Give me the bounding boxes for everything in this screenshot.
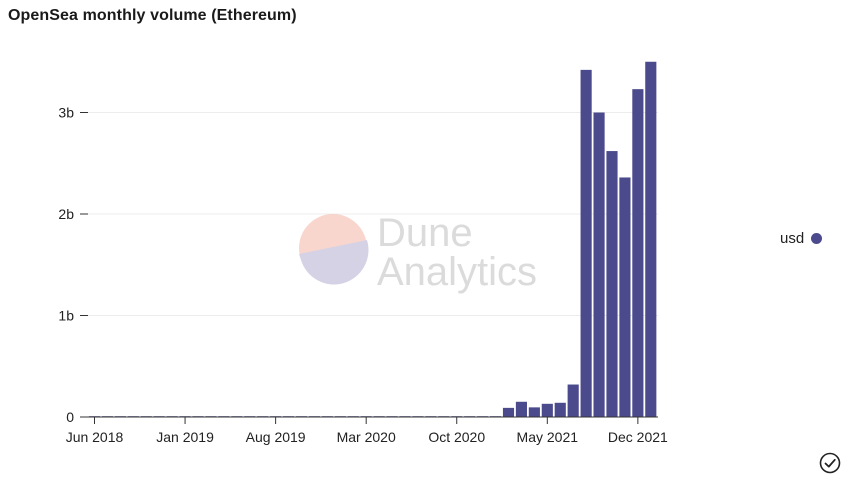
bar-sep-2021[interactable] bbox=[593, 112, 605, 418]
x-tick-label: Jun 2018 bbox=[66, 429, 124, 445]
bar-jun-2021[interactable] bbox=[554, 402, 566, 417]
x-axis: Jun 2018 Jan 2019 Aug 2019 Mar 2020 Oct 2020… bbox=[66, 417, 668, 445]
gridlines bbox=[88, 112, 658, 316]
bar-jul-2021[interactable] bbox=[567, 384, 579, 417]
legend[interactable]: usd bbox=[780, 230, 823, 247]
check-circle-icon[interactable] bbox=[819, 452, 841, 474]
bar-dec-2021[interactable] bbox=[632, 89, 644, 418]
y-tick-label: 2b bbox=[58, 206, 74, 222]
x-tick-label: Mar 2020 bbox=[337, 429, 396, 445]
x-tick-label: Aug 2019 bbox=[246, 429, 306, 445]
chart-title: OpenSea monthly volume (Ethereum) bbox=[8, 7, 297, 24]
x-tick-label: Jan 2019 bbox=[156, 429, 214, 445]
y-axis: 0 1b 2b 3b bbox=[58, 105, 88, 425]
y-tick-label: 3b bbox=[58, 105, 74, 121]
bars bbox=[88, 61, 657, 418]
y-tick-label: 1b bbox=[58, 308, 74, 324]
y-tick-label: 0 bbox=[66, 409, 74, 425]
x-tick-label: Dec 2021 bbox=[608, 429, 668, 445]
x-tick-label: Oct 2020 bbox=[428, 429, 485, 445]
bar-oct-2021[interactable] bbox=[606, 151, 618, 417]
watermark-logo-bottom bbox=[299, 240, 369, 285]
legend-label: usd bbox=[780, 230, 805, 247]
watermark-text-1: Dune bbox=[377, 211, 473, 255]
x-tick-label: May 2021 bbox=[517, 429, 579, 445]
bar-aug-2021[interactable] bbox=[580, 69, 592, 418]
bar-feb-2021[interactable] bbox=[502, 407, 515, 417]
watermark: Dune Analytics bbox=[299, 211, 537, 294]
bar-nov-2021[interactable] bbox=[619, 177, 631, 417]
bar-mar-2021[interactable] bbox=[515, 401, 527, 417]
bar-may-2021[interactable] bbox=[541, 403, 553, 418]
watermark-text-2: Analytics bbox=[377, 250, 537, 294]
bar-apr-2021[interactable] bbox=[528, 407, 540, 417]
legend-marker bbox=[811, 233, 823, 244]
bar-jan-2022[interactable] bbox=[645, 61, 657, 417]
